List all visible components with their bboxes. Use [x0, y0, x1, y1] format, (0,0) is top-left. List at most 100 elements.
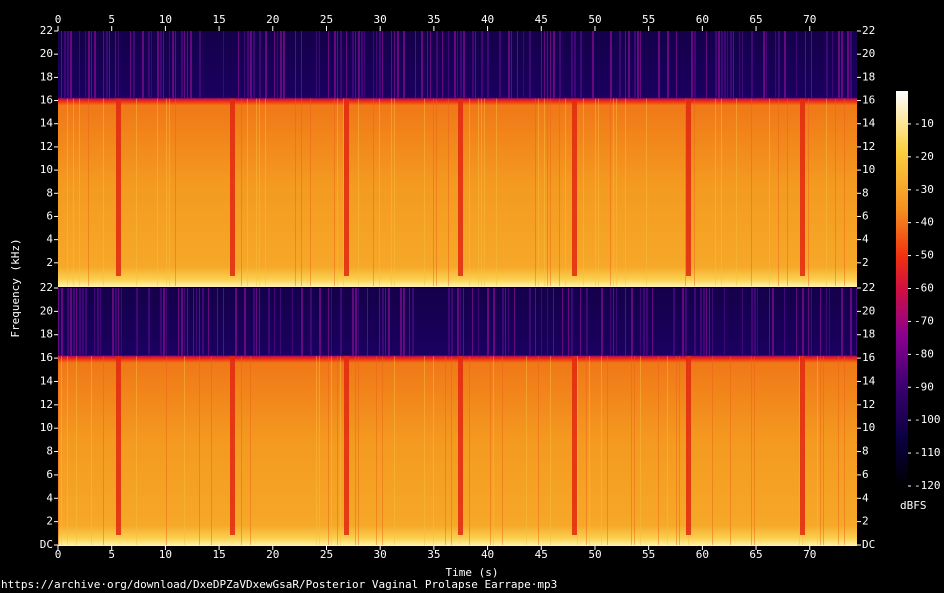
texture — [70, 288, 72, 357]
texture — [496, 98, 497, 286]
texture — [277, 31, 278, 99]
texture — [508, 31, 510, 99]
texture — [619, 31, 621, 99]
texture — [112, 288, 114, 357]
texture — [715, 31, 717, 99]
texture — [328, 31, 329, 99]
texture — [169, 98, 170, 286]
colorbar-tick-label: -10 — [914, 117, 934, 130]
texture — [361, 31, 363, 99]
texture — [193, 288, 194, 357]
colorbar-tick-label: -60 — [914, 282, 934, 295]
texture — [838, 31, 840, 99]
texture — [121, 288, 122, 357]
y-tick-label: 12 — [40, 140, 53, 153]
texture — [436, 31, 438, 99]
texture — [772, 288, 774, 357]
texture — [211, 356, 212, 545]
texture — [160, 31, 162, 99]
texture — [694, 288, 696, 357]
texture — [79, 31, 80, 99]
texture — [544, 31, 545, 99]
y-tick-label: 10 — [40, 421, 53, 434]
texture — [598, 98, 599, 286]
texture — [352, 31, 354, 99]
texture — [478, 98, 479, 286]
texture — [856, 288, 857, 357]
texture — [148, 31, 150, 99]
colorbar — [896, 91, 908, 486]
x-tick-label: 65 — [749, 548, 762, 561]
texture — [73, 288, 75, 357]
texture — [208, 288, 209, 357]
x-tick-label: 50 — [588, 548, 601, 561]
y-tick-label: 2 — [46, 515, 53, 528]
texture — [577, 356, 578, 545]
texture — [259, 288, 260, 357]
texture — [667, 356, 668, 545]
texture — [787, 98, 788, 286]
colorbar-tick-label: -80 — [914, 347, 934, 360]
texture — [613, 288, 614, 357]
texture — [115, 31, 116, 99]
texture — [472, 288, 473, 357]
texture — [67, 356, 68, 545]
texture — [280, 31, 282, 99]
texture — [85, 31, 86, 99]
texture — [67, 98, 68, 286]
x-tick-label: 40 — [481, 548, 494, 561]
texture — [358, 98, 359, 286]
x-tick-label: 5 — [108, 548, 115, 561]
y-tick-label: 14 — [862, 374, 876, 387]
y-tick-label: 22 — [40, 24, 53, 37]
texture — [592, 31, 594, 99]
texture — [100, 288, 101, 357]
texture — [844, 356, 845, 545]
texture — [652, 288, 653, 357]
texture — [448, 288, 450, 357]
texture — [116, 98, 121, 276]
y-tick-label: 6 — [46, 468, 53, 481]
texture — [502, 356, 503, 545]
texture — [130, 31, 131, 99]
texture — [136, 356, 137, 545]
texture — [514, 288, 515, 357]
texture — [391, 98, 392, 286]
texture — [800, 98, 805, 276]
texture — [547, 288, 548, 357]
texture — [826, 288, 827, 357]
texture — [184, 31, 185, 99]
texture — [553, 288, 554, 357]
texture — [775, 31, 776, 99]
texture — [667, 31, 669, 99]
y-tick-label: 10 — [862, 163, 875, 176]
texture — [344, 356, 349, 535]
texture — [610, 31, 612, 99]
texture — [550, 356, 551, 545]
texture — [337, 31, 338, 99]
texture — [412, 288, 414, 357]
texture — [352, 288, 354, 357]
texture — [589, 356, 590, 545]
texture — [340, 356, 341, 545]
texture — [826, 98, 827, 286]
texture — [541, 288, 542, 357]
texture — [811, 288, 812, 357]
texture — [295, 31, 296, 99]
texture — [817, 356, 818, 545]
texture — [175, 31, 176, 99]
texture — [826, 31, 828, 99]
texture — [572, 356, 577, 535]
texture — [616, 288, 617, 357]
texture — [646, 98, 647, 286]
texture — [625, 288, 626, 357]
texture — [634, 31, 636, 99]
texture — [685, 288, 687, 357]
y-tick-label: DC — [862, 538, 875, 551]
texture — [700, 288, 702, 357]
texture — [808, 288, 809, 357]
texture — [94, 288, 95, 357]
texture — [643, 288, 645, 357]
texture — [397, 31, 399, 99]
texture — [244, 31, 245, 99]
